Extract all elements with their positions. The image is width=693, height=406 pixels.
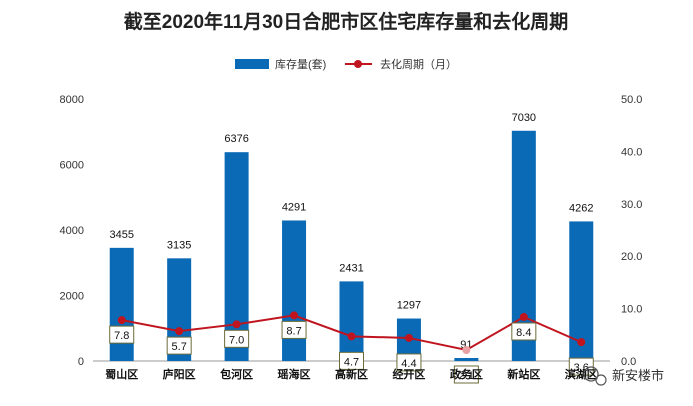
wechat-logo-icon [583,366,599,382]
x-category-label: 滨湖区 [565,367,598,381]
bar-value-label: 1297 [397,300,421,312]
watermark: 新安楼市 [583,366,664,386]
x-category-label: 高新区 [335,367,368,381]
legend-line-marker [354,60,362,68]
line-point [232,320,241,329]
bar-value-label: 2431 [339,262,363,274]
line-point [290,311,299,320]
y-right-tick-label: 20.0 [621,251,642,263]
watermark-text: 新安楼市 [612,368,664,383]
bar-value-label: 4262 [569,202,593,214]
x-category-label: 瑶海区 [278,367,311,381]
line-point [519,312,528,321]
bar-value-label: 7030 [512,112,536,124]
line-value-label: 5.7 [172,341,187,353]
x-axis-categories: 蜀山区 庐阳区 包河区 瑶海区 高新区 经开区 政务区 新站区 滨湖区 [105,367,598,381]
line-label-box [339,351,364,370]
line-label-box [453,365,479,384]
bar [454,358,479,361]
y-right-tick-label: 0.0 [621,356,636,368]
y-axis-right: 0.0 10.0 20.0 30.0 40.0 50.0 [621,94,642,368]
bar-value-label: 3135 [167,239,191,251]
line-series: 7.85.77.08.74.7 4.42.18.43.6 [109,311,594,384]
line-value-label: 8.7 [286,325,301,337]
wechat-logo-dot [595,374,607,386]
line-point [404,333,413,342]
y-right-tick-label: 40.0 [621,146,642,158]
line-label-box [568,357,594,376]
legend-bar-swatch [235,59,269,69]
legend: 库存量(套) 去化周期（月） [235,57,457,71]
line-point [347,332,356,341]
y-right-tick-label: 50.0 [621,94,642,106]
bar-value-label: 6376 [224,133,248,145]
line-value-label: 4.4 [401,358,416,370]
y-right-tick-label: 10.0 [621,304,642,316]
x-category-label: 庐阳区 [163,367,196,381]
line-point [117,316,126,325]
line-point [577,338,586,347]
legend-bar-label: 库存量(套) [275,57,326,71]
line-value-label: 2.1 [459,370,474,382]
line-label-box [511,322,537,341]
bar [282,220,307,361]
y-left-tick-label: 0 [78,356,84,368]
y-right-tick-label: 30.0 [621,199,642,211]
line-point [462,345,471,354]
y-axis-left: 0 2000 4000 6000 8000 [60,94,84,368]
y-left-tick-label: 4000 [60,225,84,237]
x-category-label: 经开区 [392,367,425,381]
line-point [175,327,184,336]
line-label-box [224,329,250,348]
bar-value-label: 4291 [282,201,306,213]
legend-line-label: 去化周期（月） [380,57,457,71]
y-left-tick-label: 8000 [60,94,84,106]
x-category-label: 新站区 [507,367,540,381]
y-left-tick-label: 2000 [60,291,84,303]
bar [339,281,364,361]
x-category-label: 政务区 [450,367,483,381]
y-left-tick-label: 6000 [60,160,84,172]
bar [109,247,134,361]
line-value-label: 4.7 [344,356,359,368]
line-label-box [109,325,135,344]
line-value-label: 7.0 [229,334,244,346]
line-value-label: 8.4 [516,327,531,339]
line-label-box [166,336,192,355]
line-label-box [396,353,422,372]
bar-value-label: 3455 [109,229,133,241]
x-category-label: 包河区 [219,367,253,381]
bar [224,152,249,361]
chart-title: 截至2020年11月30日合肥市区住宅库存量和去化周期 [124,10,569,33]
line-value-label: 7.8 [114,330,129,342]
line-label-box [281,320,307,339]
x-category-label: 蜀山区 [105,367,138,381]
